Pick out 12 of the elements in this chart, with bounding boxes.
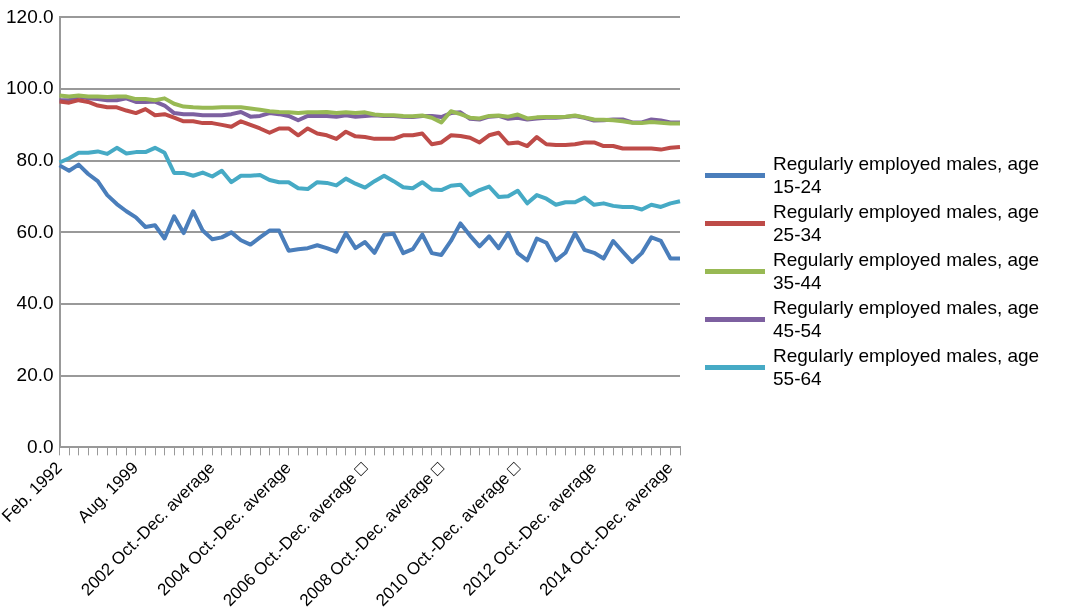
y-tick-label: 0.0 (27, 435, 54, 457)
y-tick-label: 60.0 (16, 220, 54, 242)
legend-label: Regularly employed males, age 25-34 (773, 200, 1041, 246)
legend-label: Regularly employed males, age 15-24 (773, 152, 1041, 198)
y-tick-label: 40.0 (16, 292, 54, 314)
y-tick-label: 100.0 (6, 77, 54, 99)
legend-label: Regularly employed males, age 55-64 (773, 344, 1041, 390)
y-tick-label: 80.0 (16, 148, 54, 170)
y-tick-label: 20.0 (16, 363, 54, 385)
legend-label: Regularly employed males, age 35-44 (773, 248, 1041, 294)
y-tick-label: 120.0 (6, 5, 54, 27)
legend-label: Regularly employed males, age 45-54 (773, 296, 1041, 342)
